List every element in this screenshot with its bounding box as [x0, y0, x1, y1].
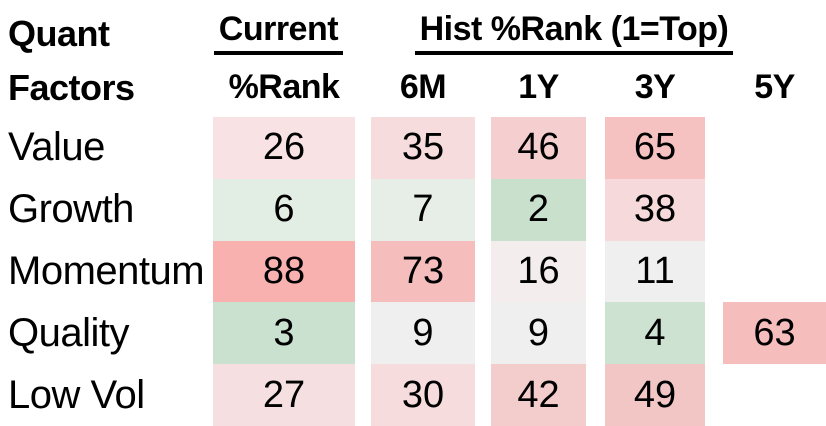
heatmap-cell: 2 — [491, 178, 586, 241]
heatmap-cell: 49 — [605, 364, 705, 426]
column-header-1y: 1Y — [518, 68, 559, 106]
heatmap-cell: 38 — [605, 178, 705, 241]
table-row: Momentum 88 73 16 11 — [0, 240, 826, 303]
factor-label: Growth — [8, 187, 134, 232]
hist-group-header: Hist %Rank (1=Top) — [364, 10, 826, 58]
heatmap-cell: 73 — [371, 240, 475, 303]
heatmap-cell: 11 — [605, 240, 705, 303]
factor-label: Momentum — [8, 248, 205, 293]
empty-cell — [723, 117, 826, 179]
heatmap-cell: 9 — [491, 302, 586, 365]
column-header-6m: 6M — [399, 68, 447, 106]
table-row: Growth 6 7 2 38 — [0, 178, 826, 241]
heatmap-cell: 4 — [605, 302, 705, 365]
heatmap-cell: 88 — [213, 240, 355, 303]
empty-cell — [723, 179, 826, 241]
heatmap-cell: 27 — [213, 364, 355, 426]
column-header-5y: 5Y — [754, 68, 795, 106]
column-header-percent-rank: %Rank — [228, 68, 340, 106]
factor-label: Quality — [8, 310, 130, 355]
table-title-line1: Quant — [8, 13, 110, 54]
empty-cell — [723, 364, 826, 426]
table-title-line2: Factors — [8, 66, 135, 108]
heatmap-cell: 35 — [371, 117, 475, 179]
factor-label: Value — [8, 125, 105, 170]
heatmap-cell: 7 — [371, 178, 475, 241]
heatmap-cell: 30 — [371, 364, 475, 426]
header-group-row: Quant Current Hist %Rank (1=Top) — [0, 0, 826, 58]
heatmap-cell: 63 — [723, 302, 826, 365]
heatmap-cell: 16 — [491, 240, 586, 303]
heatmap-cell: 46 — [491, 117, 586, 179]
current-group-label: Current — [213, 10, 344, 55]
table-row: Low Vol 27 30 42 49 — [0, 364, 826, 426]
heatmap-cell: 26 — [213, 117, 355, 179]
current-group-header: Current — [209, 10, 348, 58]
table-row: Quality 3 9 9 4 63 — [0, 302, 826, 365]
empty-cell — [723, 241, 826, 303]
heatmap-cell: 9 — [371, 302, 475, 365]
heatmap-cell: 42 — [491, 364, 586, 426]
factor-label: Low Vol — [8, 372, 145, 417]
heatmap-cell: 6 — [213, 178, 355, 241]
heatmap-body: Value 26 35 46 65 Growth 6 7 2 38 Momentum 88 73 16 11… — [0, 117, 826, 426]
heatmap-cell: 3 — [213, 302, 355, 365]
hist-group-label: Hist %Rank (1=Top) — [414, 10, 734, 55]
table-row: Value 26 35 46 65 — [0, 117, 826, 179]
column-header-3y: 3Y — [634, 68, 676, 106]
column-header-row: Factors %Rank 6M 1Y 3Y 5Y — [0, 58, 826, 117]
heatmap-cell: 65 — [605, 117, 705, 179]
